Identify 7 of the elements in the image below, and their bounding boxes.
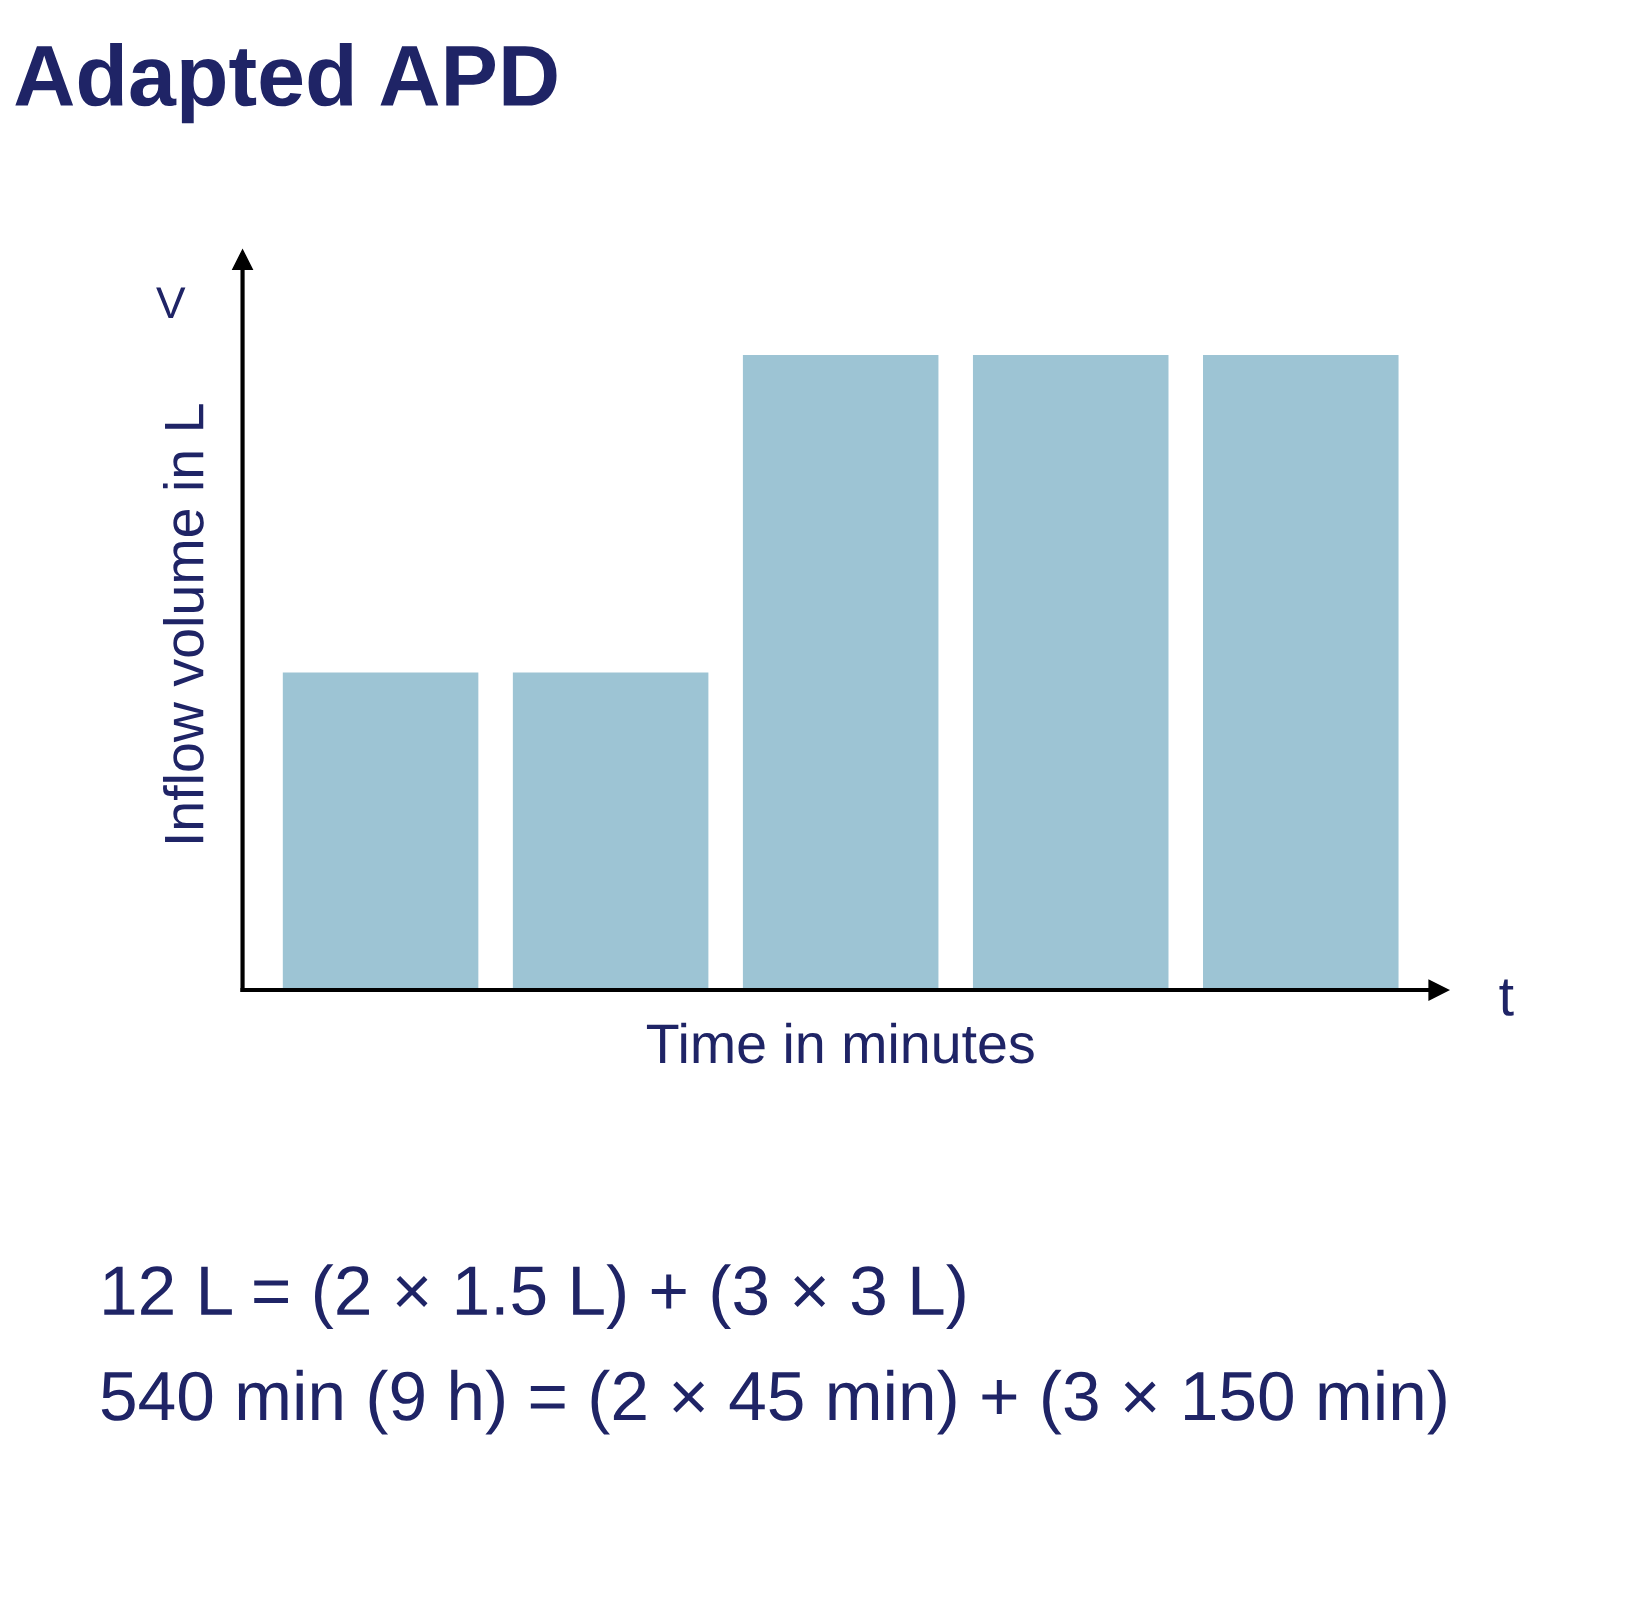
text: t [1499, 979, 1514, 1016]
text: V [156, 287, 186, 319]
y-axis-title: Inflow volume in L [162, 404, 204, 843]
text: 12 L = (2 × 1.5 L) + (3 × 3 L) [104, 1264, 965, 1330]
chart-title: Adapted APD [15, 43, 557, 124]
x-axis-title: Time in minutes [646, 1022, 1034, 1064]
text: 540 min (9 h) = (2 × 45 min) + (3 × 150 min) [101, 1369, 1446, 1435]
